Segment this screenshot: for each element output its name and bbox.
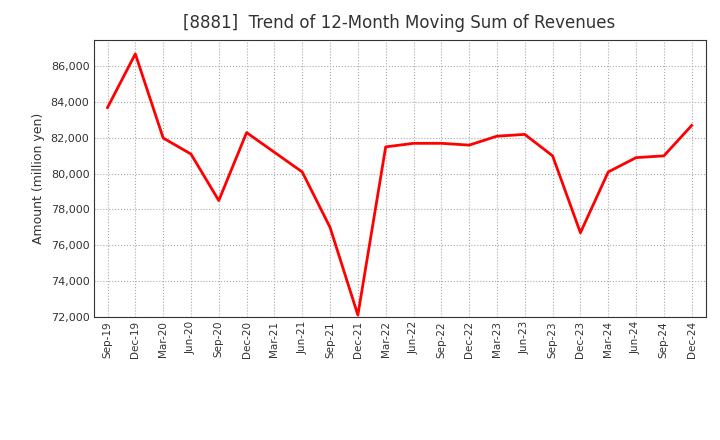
Y-axis label: Amount (million yen): Amount (million yen) (32, 113, 45, 244)
Title: [8881]  Trend of 12-Month Moving Sum of Revenues: [8881] Trend of 12-Month Moving Sum of R… (184, 15, 616, 33)
